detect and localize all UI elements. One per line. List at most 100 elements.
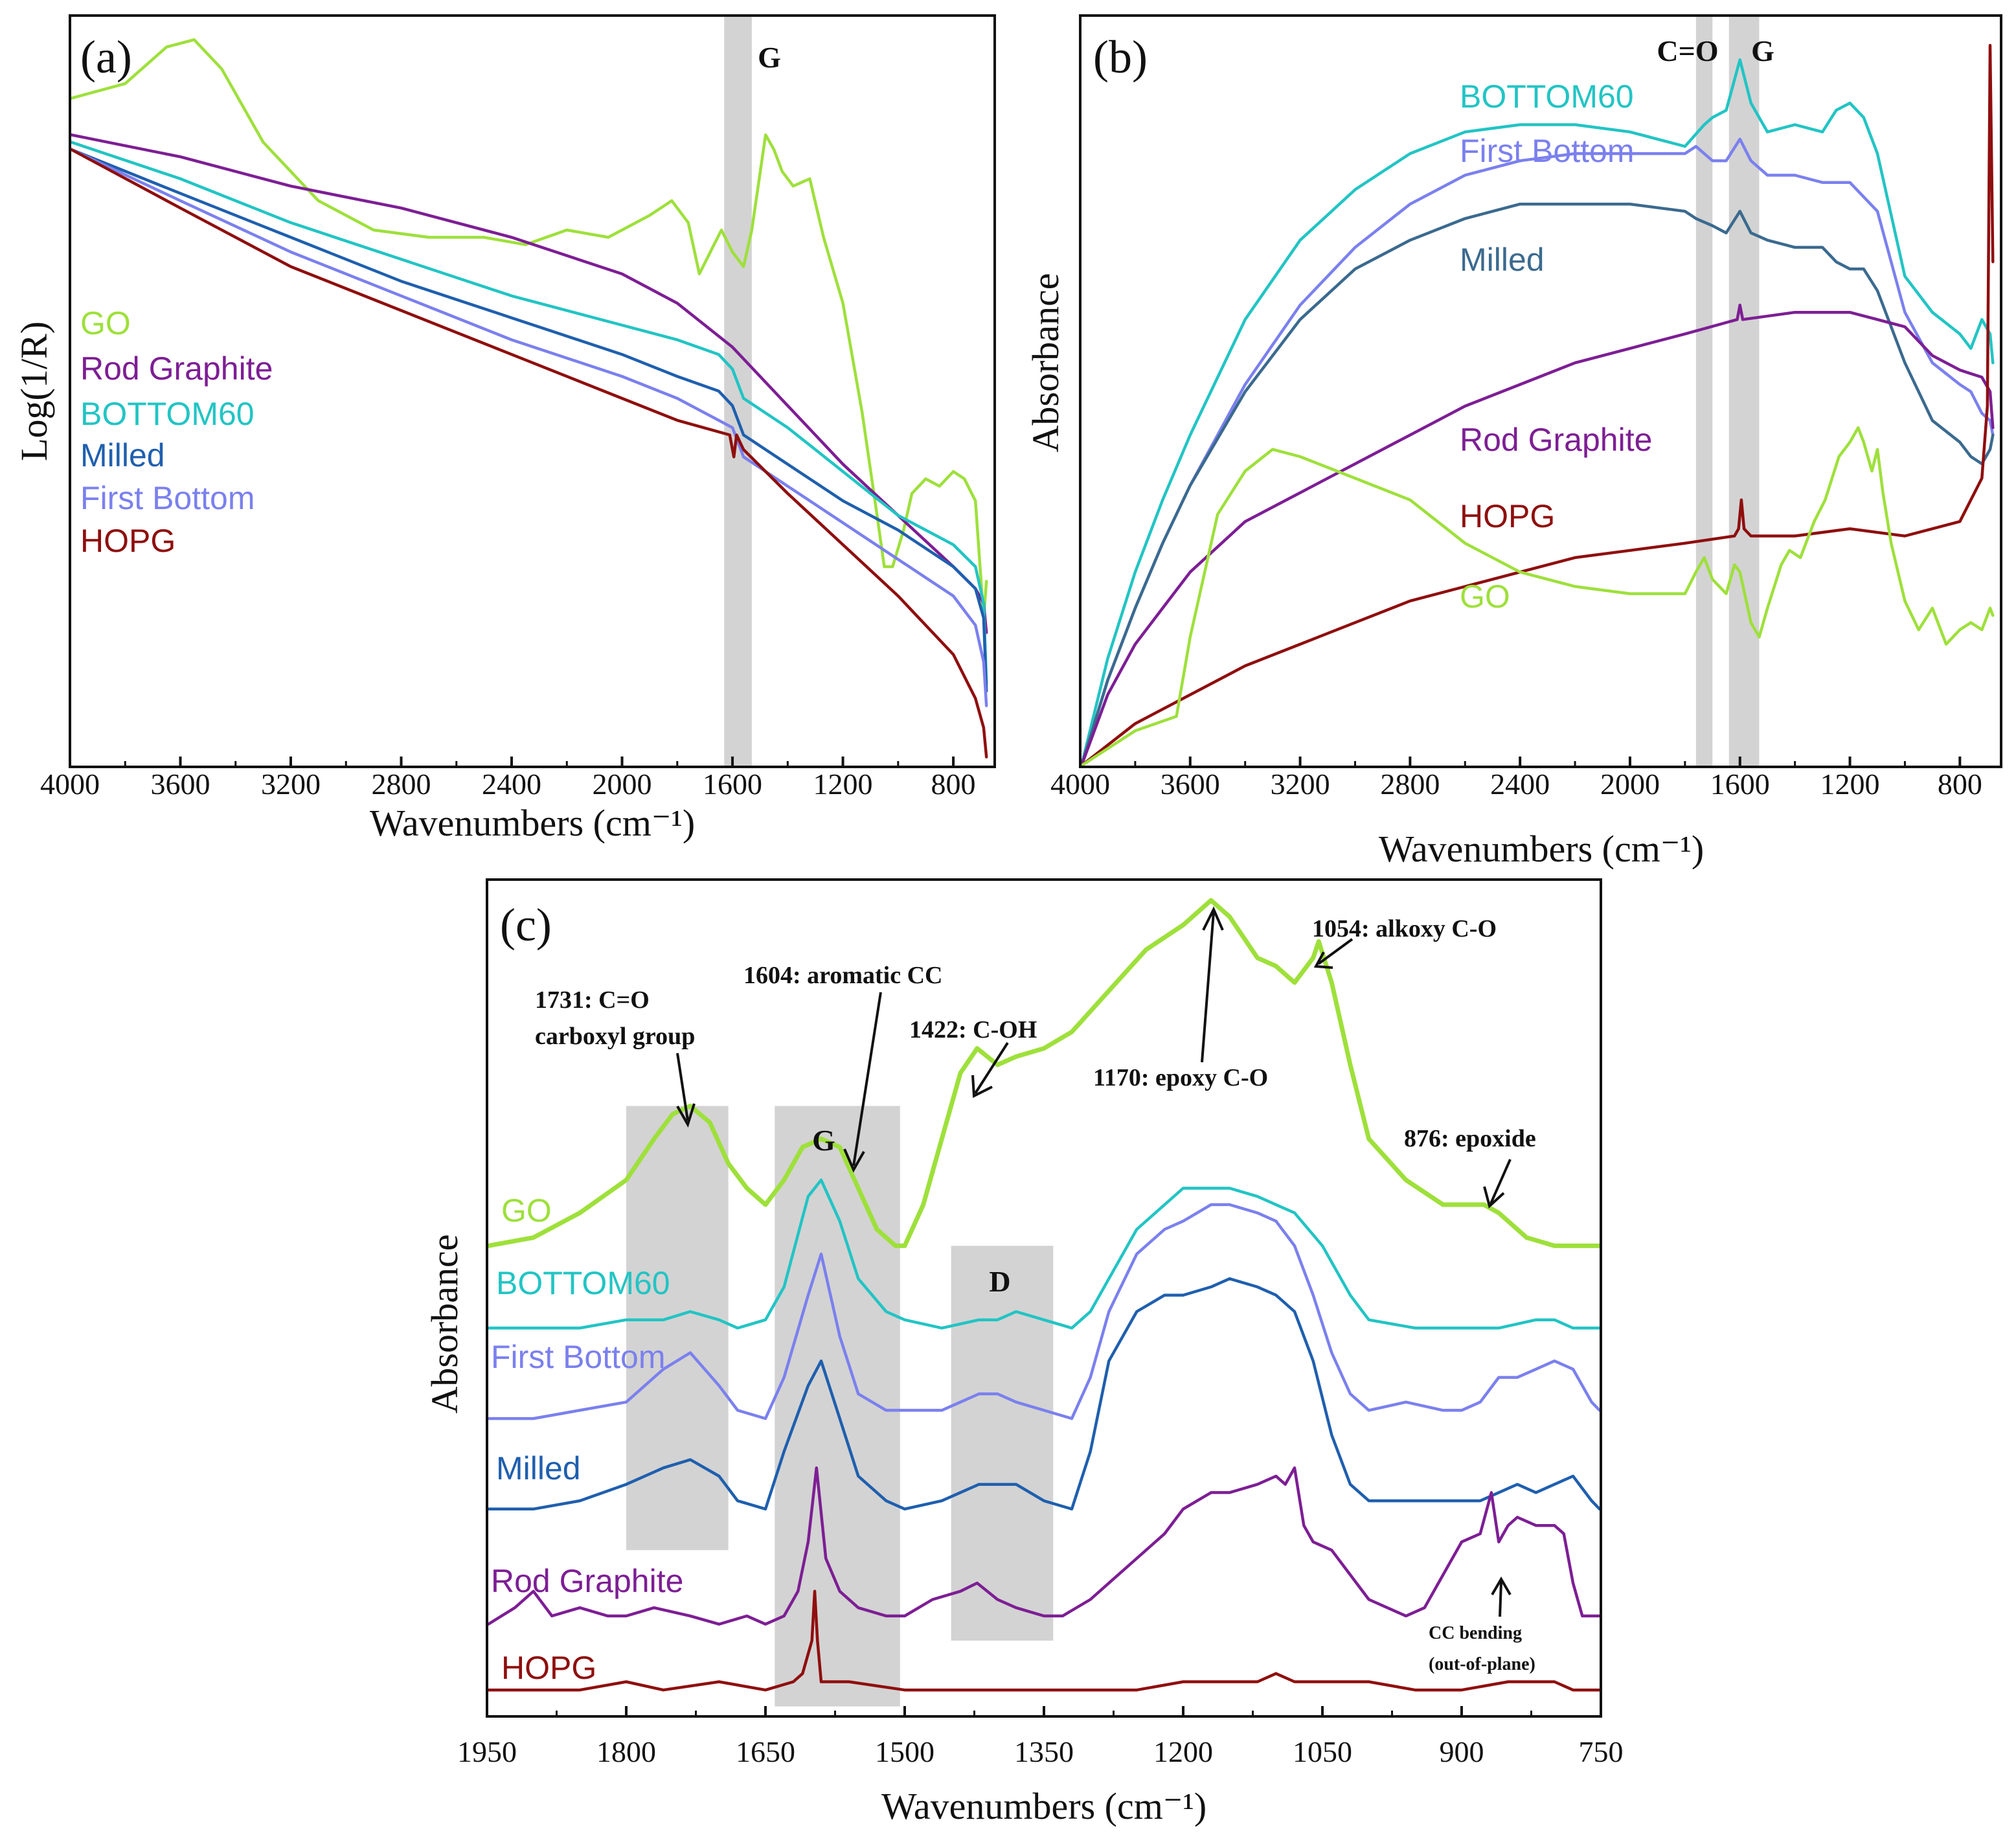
panel-a-tick-label-3200: 3200 [261, 768, 321, 801]
panel-b-band-1 [1728, 17, 1760, 766]
panel-b-bands [1695, 17, 1760, 766]
label-c-bottom60: BOTTOM60 [496, 1265, 670, 1301]
panel-c-tick-label-1350: 1350 [1014, 1735, 1074, 1768]
panel-c-band-2 [951, 1246, 1054, 1641]
arrow-1604 [852, 992, 882, 1167]
panel-b-tick-label-2000: 2000 [1600, 768, 1660, 801]
panel-c-lines [486, 898, 1602, 1692]
panel-b-ylabel: Absorbance [1025, 273, 1067, 452]
panel-a-tick-label-4000: 4000 [40, 768, 100, 801]
panel-b-series-go [1080, 426, 1995, 768]
panel-b-series-first-bottom [1080, 137, 1995, 768]
arrow-876-head [1483, 1186, 1505, 1209]
panel-a-bands [724, 17, 752, 766]
label-c-milled: Milled [496, 1450, 581, 1486]
legend-a-go: GO [80, 305, 131, 341]
legend-a-milled: Milled [80, 437, 165, 473]
panel-b-frame [1079, 14, 2002, 768]
label-c-go: GO [501, 1192, 552, 1229]
panel-b-label: (b) [1093, 31, 1148, 83]
panel-c-band-0 [626, 1106, 729, 1551]
arrow-1170 [1201, 911, 1215, 1063]
arrow-1422-head [971, 1075, 993, 1099]
panel-b-xlabel: Wavenumbers (cm⁻¹) [1379, 828, 1704, 870]
panel-c-series-bottom60 [486, 1178, 1602, 1330]
label-b-bottom60: BOTTOM60 [1460, 78, 1634, 115]
panel-c-band-g-label: G [812, 1124, 835, 1157]
panel-b-band-co-label: C=O [1657, 34, 1718, 67]
annotation-1604: 1604: aromatic CC [743, 962, 942, 989]
panel-a-legend: GO Rod Graphite BOTTOM60 Milled First Bo… [80, 305, 273, 559]
panel-c-tick-label-1200: 1200 [1153, 1735, 1213, 1768]
panel-c-series-hopg [486, 1589, 1602, 1692]
panel-c-annotations: 1731: C=O carboxyl group 1604: aromatic … [535, 915, 1536, 1674]
panel-b-tick-label-800: 800 [1938, 768, 1982, 801]
panel-c-series-first-bottom [486, 1203, 1602, 1420]
panel-c-arrows [676, 906, 1512, 1617]
panel-b-labels: BOTTOM60 First Bottom Milled Rod Graphit… [1460, 78, 1652, 615]
panel-c-labels: GO BOTTOM60 First Bottom Milled Rod Grap… [491, 1192, 683, 1686]
panel-c-tick-label-1500: 1500 [875, 1735, 934, 1768]
panel-a-tick-label-800: 800 [931, 768, 976, 801]
panel-b-x-ticks: 4000 3600 3200 2800 2400 2000 1600 1200 800 [1050, 757, 1982, 801]
label-b-milled: Milled [1460, 242, 1545, 278]
arrow-1422 [974, 1042, 1009, 1095]
panel-a-xlabel: Wavenumbers (cm⁻¹) [370, 802, 695, 844]
panel-a-band-g-label: G [758, 41, 781, 74]
panel-a-tick-label-1200: 1200 [813, 768, 873, 801]
panel-b-tick-label-3600: 3600 [1161, 768, 1220, 801]
legend-a-hopg: HOPG [80, 523, 176, 559]
annotation-cc-bending-b: (out-of-plane) [1429, 1654, 1535, 1674]
panel-a-frame [69, 14, 996, 768]
panel-a-tick-label-3600: 3600 [151, 768, 210, 801]
legend-a-first-bottom: First Bottom [80, 480, 255, 516]
panel-b-tick-label-3200: 3200 [1271, 768, 1330, 801]
panel-a-series-milled [69, 148, 988, 693]
panel-c-ylabel: Absorbance [424, 1234, 466, 1413]
panel-a-label: (a) [80, 31, 132, 83]
annotation-1054: 1054: alkoxy C-O [1312, 915, 1497, 942]
panel-c-bands [626, 1106, 1054, 1707]
panel-c-series-rod-graphite [486, 1466, 1602, 1626]
label-b-first-bottom: First Bottom [1460, 133, 1634, 169]
label-c-first-bottom: First Bottom [491, 1339, 665, 1375]
panel-b-tick-label-2400: 2400 [1490, 768, 1550, 801]
panel-b: 4000 3600 3200 2800 2400 2000 1600 1200 800 (b) … [1025, 14, 2002, 870]
panel-a-tick-label-2800: 2800 [372, 768, 431, 801]
annotation-1731-b: carboxyl group [535, 1023, 695, 1050]
legend-a-bottom60: BOTTOM60 [80, 396, 255, 432]
panel-b-tick-label-4000: 4000 [1050, 768, 1110, 801]
panel-b-series-bottom60 [1080, 58, 1995, 768]
panel-c-tick-label-1050: 1050 [1293, 1735, 1352, 1768]
panel-b-series-rod-graphite [1080, 303, 1995, 768]
panel-a-series-hopg [69, 148, 988, 758]
legend-a-rod-graphite: Rod Graphite [80, 350, 273, 387]
panel-c-series-milled [486, 1277, 1602, 1511]
annotation-1170: 1170: epoxy C-O [1093, 1064, 1268, 1091]
panel-c-tick-label-1950: 1950 [457, 1735, 517, 1768]
panel-c-series-go [486, 898, 1602, 1248]
panel-a-series-bottom60 [69, 141, 988, 685]
label-b-rod-graphite: Rod Graphite [1460, 422, 1652, 458]
panel-b-series-hopg [1080, 43, 1995, 768]
panel-b-band-0 [1695, 17, 1713, 766]
panel-c-x-ticks: 1950 1800 1650 1500 1350 1200 1050 900 750 [457, 1706, 1624, 1768]
annotation-1422: 1422: C-OH [909, 1016, 1037, 1043]
panel-a-series-first-bottom [69, 148, 988, 707]
panel-b-band-g-label: G [1751, 34, 1774, 67]
panel-b-tick-label-2800: 2800 [1380, 768, 1440, 801]
arrow-cc-bending [1499, 1581, 1502, 1617]
panel-a-tick-label-1600: 1600 [703, 768, 762, 801]
label-c-rod-graphite: Rod Graphite [491, 1563, 683, 1599]
panel-c-xlabel: Wavenumbers (cm⁻¹) [881, 1785, 1206, 1827]
label-b-go: GO [1460, 578, 1510, 615]
panel-a-lines [69, 38, 988, 758]
panel-b-lines [1080, 43, 1995, 768]
arrow-876 [1489, 1159, 1512, 1204]
panel-a-band-0 [724, 17, 752, 766]
panel-c-band-d-label: D [989, 1265, 1010, 1298]
panel-a-tick-label-2400: 2400 [482, 768, 541, 801]
arrow-1604-head [843, 1148, 865, 1173]
panel-a: 4000 3600 3200 2800 2400 2000 1600 1200 800 (a) … [13, 14, 996, 844]
